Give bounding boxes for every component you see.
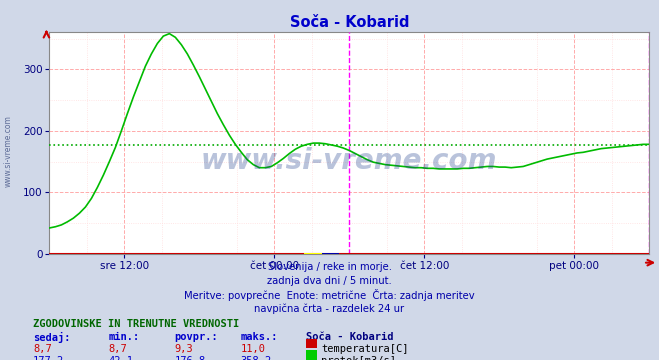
- Text: 177,2: 177,2: [33, 356, 64, 360]
- Text: Slovenija / reke in morje.: Slovenija / reke in morje.: [268, 262, 391, 272]
- Text: 42,1: 42,1: [109, 356, 134, 360]
- Text: www.si-vreme.com: www.si-vreme.com: [3, 115, 13, 187]
- Text: Meritve: povprečne  Enote: metrične  Črta: zadnja meritev: Meritve: povprečne Enote: metrične Črta:…: [184, 289, 475, 301]
- Text: 8,7: 8,7: [33, 344, 51, 354]
- Text: 358,2: 358,2: [241, 356, 272, 360]
- Text: 176,8: 176,8: [175, 356, 206, 360]
- Text: 9,3: 9,3: [175, 344, 193, 354]
- Text: maks.:: maks.:: [241, 332, 278, 342]
- Text: temperatura[C]: temperatura[C]: [321, 344, 409, 354]
- Text: 8,7: 8,7: [109, 344, 127, 354]
- Text: ZGODOVINSKE IN TRENUTNE VREDNOSTI: ZGODOVINSKE IN TRENUTNE VREDNOSTI: [33, 319, 239, 329]
- Text: navpična črta - razdelek 24 ur: navpična črta - razdelek 24 ur: [254, 303, 405, 314]
- Text: sedaj:: sedaj:: [33, 332, 71, 343]
- Text: povpr.:: povpr.:: [175, 332, 218, 342]
- Title: Soča - Kobarid: Soča - Kobarid: [289, 15, 409, 30]
- Text: pretok[m3/s]: pretok[m3/s]: [321, 356, 396, 360]
- Text: min.:: min.:: [109, 332, 140, 342]
- Text: www.si-vreme.com: www.si-vreme.com: [201, 147, 498, 175]
- Text: 11,0: 11,0: [241, 344, 266, 354]
- Text: zadnja dva dni / 5 minut.: zadnja dva dni / 5 minut.: [267, 276, 392, 286]
- Text: Soča - Kobarid: Soča - Kobarid: [306, 332, 394, 342]
